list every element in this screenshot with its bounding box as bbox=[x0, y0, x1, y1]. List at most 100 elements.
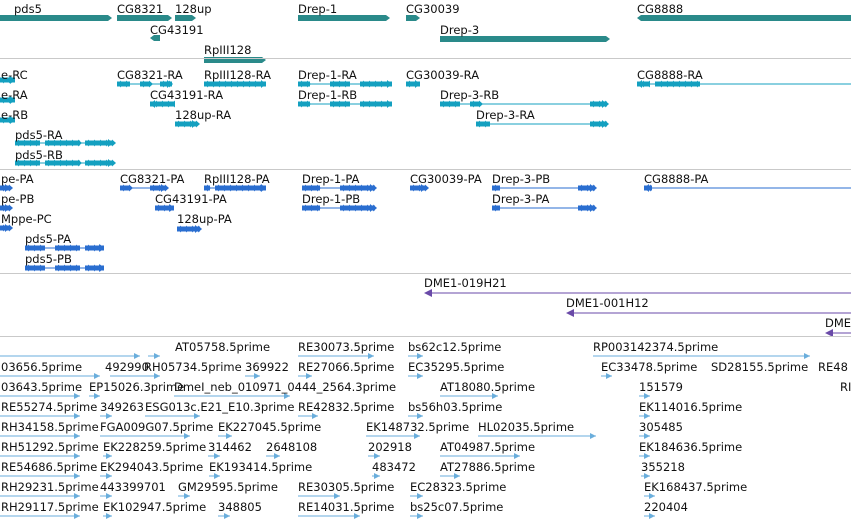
est-label[interactable]: 314462 bbox=[208, 440, 252, 454]
strand-chevron[interactable] bbox=[165, 184, 169, 192]
strand-chevron[interactable] bbox=[120, 80, 124, 88]
strand-chevron[interactable] bbox=[36, 159, 40, 167]
est-label[interactable]: 348805 bbox=[218, 500, 262, 514]
transcript-label[interactable]: CG8888-PA bbox=[644, 172, 709, 186]
transcript-label[interactable]: pe-PA bbox=[1, 172, 34, 186]
strand-chevron[interactable] bbox=[646, 80, 650, 88]
strand-chevron[interactable] bbox=[317, 184, 321, 192]
transcript-label[interactable]: 128up-RA bbox=[175, 108, 232, 122]
est-arrow[interactable] bbox=[649, 493, 655, 499]
strand-chevron[interactable] bbox=[343, 184, 347, 192]
strand-chevron[interactable] bbox=[343, 204, 347, 212]
transcript-label[interactable]: pe-PB bbox=[1, 192, 35, 206]
strand-chevron[interactable] bbox=[153, 184, 157, 192]
gene-glyph[interactable] bbox=[175, 15, 196, 21]
est-label[interactable]: RH05734.5prime bbox=[144, 360, 242, 374]
strand-arrow[interactable] bbox=[590, 204, 595, 212]
strand-arrow[interactable] bbox=[370, 204, 375, 212]
strand-chevron[interactable] bbox=[333, 80, 337, 88]
strand-chevron[interactable] bbox=[587, 204, 591, 212]
strand-arrow[interactable] bbox=[602, 120, 607, 128]
strand-chevron[interactable] bbox=[367, 184, 371, 192]
est-arrow[interactable] bbox=[454, 473, 460, 479]
est-label[interactable]: EK228259.5prime bbox=[103, 440, 207, 454]
strand-chevron[interactable] bbox=[301, 80, 305, 88]
est-arrow[interactable] bbox=[106, 453, 112, 459]
strand-arrow[interactable] bbox=[99, 244, 104, 252]
strand-chevron[interactable] bbox=[307, 100, 311, 108]
strand-chevron[interactable] bbox=[363, 100, 367, 108]
strand-chevron[interactable] bbox=[192, 225, 196, 233]
strand-chevron[interactable] bbox=[48, 159, 52, 167]
est-label[interactable]: EK184636.5prime bbox=[639, 440, 743, 454]
strand-chevron[interactable] bbox=[213, 80, 217, 88]
strand-chevron[interactable] bbox=[88, 159, 92, 167]
strand-chevron[interactable] bbox=[3, 76, 7, 84]
strand-chevron[interactable] bbox=[670, 80, 674, 88]
exon-block[interactable] bbox=[85, 160, 113, 166]
est-arrow[interactable] bbox=[644, 413, 650, 419]
est-arrow[interactable] bbox=[94, 373, 100, 379]
strand-chevron[interactable] bbox=[231, 80, 235, 88]
gene-label[interactable]: RpIII128 bbox=[204, 43, 252, 57]
est-label[interactable]: bs56h03.5prime bbox=[408, 400, 503, 414]
strand-chevron[interactable] bbox=[24, 159, 28, 167]
strand-chevron[interactable] bbox=[123, 184, 127, 192]
gene-label[interactable]: 128up bbox=[175, 2, 212, 16]
est-arrow[interactable] bbox=[106, 513, 112, 519]
est-arrow[interactable] bbox=[194, 413, 200, 419]
exon-block[interactable] bbox=[590, 121, 607, 127]
clone-label[interactable]: DME1-001H12 bbox=[566, 296, 649, 310]
transcript-label[interactable]: pds5-PA bbox=[25, 232, 72, 246]
strand-chevron[interactable] bbox=[425, 184, 429, 192]
transcript-label[interactable]: Mppe-PC bbox=[1, 212, 52, 226]
strand-chevron[interactable] bbox=[317, 204, 321, 212]
est-label[interactable]: RH34158.5prime bbox=[1, 420, 99, 434]
est-arrow[interactable] bbox=[417, 413, 423, 419]
strand-chevron[interactable] bbox=[78, 139, 82, 147]
gene-label[interactable]: Drep-1 bbox=[298, 2, 338, 16]
strand-chevron[interactable] bbox=[158, 204, 162, 212]
est-arrow[interactable] bbox=[226, 433, 232, 439]
exon-block[interactable] bbox=[0, 117, 15, 123]
est-arrow[interactable] bbox=[134, 353, 140, 359]
strand-arrow[interactable] bbox=[5, 204, 10, 212]
est-label[interactable]: DmeI_neb_010971_0444_2564.3prime bbox=[174, 380, 397, 394]
strand-chevron[interactable] bbox=[48, 139, 52, 147]
strand-chevron[interactable] bbox=[94, 264, 98, 272]
est-label[interactable]: HL02035.5prime bbox=[478, 420, 575, 434]
transcript-label[interactable]: Drep-3-PA bbox=[492, 192, 550, 206]
transcript-label[interactable]: pds5-PB bbox=[25, 252, 72, 266]
clone-label[interactable]: DME bbox=[825, 316, 851, 330]
strand-chevron[interactable] bbox=[345, 80, 349, 88]
strand-chevron[interactable] bbox=[34, 264, 38, 272]
strand-chevron[interactable] bbox=[307, 80, 311, 88]
est-arrow[interactable] bbox=[106, 413, 112, 419]
est-label[interactable]: 03643.5prime bbox=[1, 380, 83, 394]
strand-chevron[interactable] bbox=[599, 120, 603, 128]
strand-chevron[interactable] bbox=[455, 100, 459, 108]
gene-glyph[interactable] bbox=[637, 15, 851, 21]
strand-arrow[interactable] bbox=[370, 184, 375, 192]
strand-chevron[interactable] bbox=[236, 184, 240, 192]
gene-label[interactable]: CG43191 bbox=[150, 23, 204, 37]
strand-chevron[interactable] bbox=[178, 120, 182, 128]
strand-arrow[interactable] bbox=[415, 80, 420, 88]
strand-chevron[interactable] bbox=[664, 80, 668, 88]
strand-arrow[interactable] bbox=[387, 80, 392, 88]
clone-end[interactable] bbox=[566, 309, 574, 317]
strand-chevron[interactable] bbox=[88, 139, 92, 147]
strand-chevron[interactable] bbox=[237, 80, 241, 88]
strand-chevron[interactable] bbox=[54, 139, 58, 147]
est-arrow[interactable] bbox=[214, 473, 220, 479]
est-arrow[interactable] bbox=[254, 373, 260, 379]
est-label[interactable]: RE54686.5prime bbox=[1, 460, 98, 474]
est-arrow[interactable] bbox=[644, 473, 650, 479]
strand-chevron[interactable] bbox=[248, 184, 252, 192]
strand-chevron[interactable] bbox=[413, 184, 417, 192]
strand-chevron[interactable] bbox=[593, 120, 597, 128]
strand-chevron[interactable] bbox=[495, 204, 499, 212]
est-arrow[interactable] bbox=[354, 513, 360, 519]
strand-chevron[interactable] bbox=[225, 80, 229, 88]
est-arrow[interactable] bbox=[374, 453, 380, 459]
